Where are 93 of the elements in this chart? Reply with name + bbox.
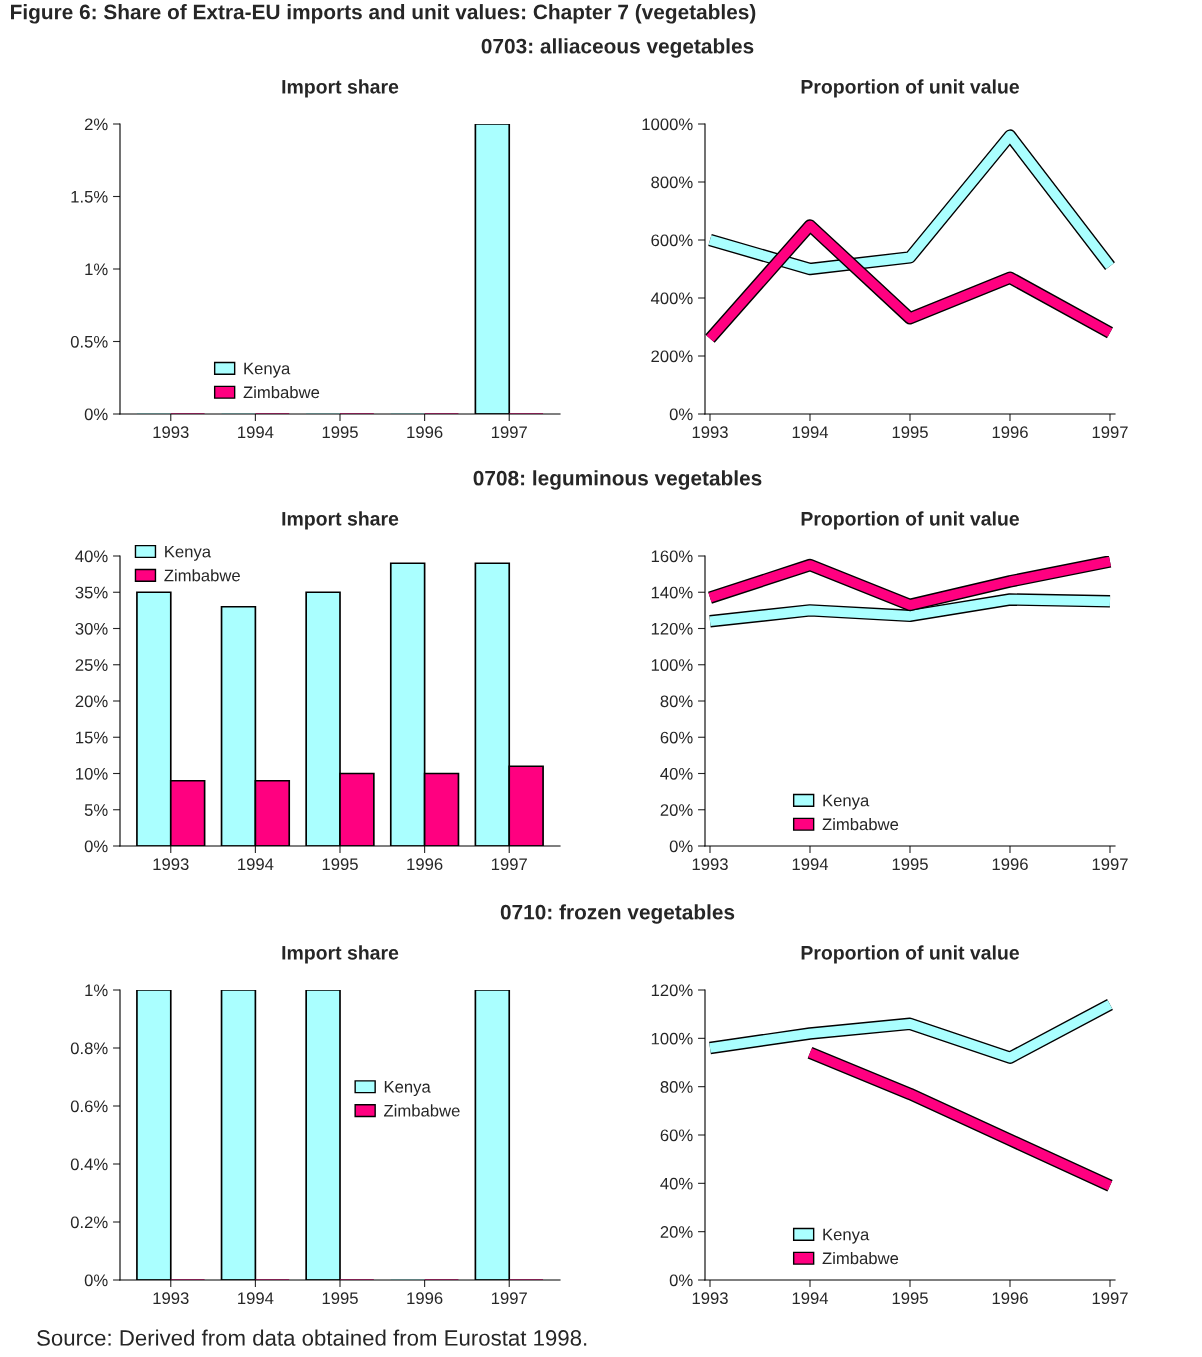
x-tick-label: 1997	[1092, 1292, 1128, 1305]
x-tick-label: 1996	[992, 1292, 1028, 1305]
y-tick-label: 2%	[84, 118, 108, 131]
y-tick-label: 20%	[75, 695, 108, 708]
y-tick-label: 0%	[84, 408, 108, 421]
x-tick-label: 1994	[792, 426, 829, 439]
y-tick-label: 60%	[660, 731, 693, 744]
y-tick-label: 1%	[85, 263, 108, 276]
x-tick-label: 1997	[491, 858, 527, 871]
x-tick-label: 1994	[238, 858, 274, 871]
x-tick-label: 1996	[407, 1292, 443, 1305]
legend-label: Zimbabwe	[384, 1104, 460, 1117]
x-tick-label: 1993	[153, 858, 189, 871]
chart-subtitle: Proportion of unit value	[801, 511, 1019, 530]
legend-label: Zimbabwe	[822, 1252, 899, 1265]
legend-label: Kenya	[244, 362, 291, 378]
x-tick-label: 1994	[792, 858, 829, 871]
y-tick-label: 20%	[660, 804, 693, 816]
x-tick-label: 1997	[491, 1292, 527, 1305]
y-tick-label: 25%	[75, 659, 108, 671]
y-tick-label: 30%	[75, 622, 108, 635]
text: 0710: frozen vegetables	[500, 904, 735, 924]
y-tick-label: 0.8%	[70, 1042, 108, 1055]
y-tick-label: 0.4%	[70, 1158, 108, 1171]
legend-label: Kenya	[165, 545, 212, 561]
y-tick-label: 40%	[75, 550, 108, 563]
x-tick-label: 1996	[992, 858, 1028, 871]
y-tick-label: 800%	[651, 176, 693, 189]
y-tick-label: 35%	[75, 586, 108, 599]
chart-subtitle: Proportion of unit value	[801, 945, 1019, 964]
text: 0708: leguminous vegetables	[473, 470, 762, 490]
chart-subtitle: Import share	[282, 945, 399, 964]
y-tick-label: 0.5%	[70, 335, 108, 348]
caption: Figure 6: Share of Extra-EU imports and unit values: Chapter 7 (vegetables)	[11, 4, 756, 24]
y-tick-label: 20%	[660, 1226, 693, 1238]
y-tick-label: 40%	[660, 767, 693, 780]
x-tick-label: 1994	[238, 1292, 274, 1305]
y-tick-label: 0%	[669, 840, 693, 853]
y-tick-label: 1000%	[642, 118, 693, 131]
x-tick-label: 1995	[892, 426, 928, 439]
x-tick-label: 1995	[322, 426, 358, 439]
x-tick-label: 1997	[1092, 426, 1128, 439]
x-tick-label: 1997	[1092, 858, 1128, 871]
x-tick-label: 1993	[153, 1292, 189, 1305]
x-tick-label: 1995	[322, 1292, 358, 1305]
y-tick-label: 140%	[651, 586, 693, 599]
x-tick-label: 1993	[692, 426, 728, 439]
x-tick-label: 1994	[792, 1292, 829, 1305]
y-tick-label: 0%	[84, 1274, 108, 1287]
source-note: Source: Derived from data obtained from Eurostat 1998.	[37, 1329, 587, 1346]
y-tick-label: 1.5%	[71, 190, 108, 203]
legend-label: Kenya	[384, 1081, 431, 1097]
x-tick-label: 1995	[322, 858, 358, 871]
y-tick-label: 160%	[651, 550, 693, 563]
chart-subtitle: Import share	[282, 511, 399, 530]
y-tick-label: 100%	[651, 659, 693, 671]
legend-label: Zimbabwe	[243, 386, 320, 399]
y-tick-label: 10%	[76, 767, 108, 780]
legend-label: Kenya	[823, 794, 870, 810]
y-tick-label: 5%	[84, 804, 108, 816]
x-tick-label: 1997	[491, 426, 527, 439]
x-tick-label: 1995	[892, 858, 928, 871]
legend-label: Kenya	[823, 1228, 870, 1244]
y-tick-label: 1%	[85, 984, 108, 997]
legend-label: Zimbabwe	[822, 818, 899, 831]
y-tick-label: 0.6%	[70, 1100, 108, 1113]
y-tick-label: 40%	[660, 1177, 693, 1190]
y-tick-label: 400%	[650, 292, 693, 305]
x-tick-label: 1993	[153, 426, 189, 439]
y-tick-label: 0%	[84, 840, 108, 853]
y-tick-label: 120%	[651, 984, 693, 997]
text: 0703: alliaceous vegetables	[481, 38, 754, 58]
y-tick-label: 120%	[651, 622, 693, 635]
y-tick-label: 60%	[660, 1129, 693, 1142]
y-tick-label: 80%	[660, 1081, 693, 1093]
y-tick-label: 600%	[651, 234, 693, 247]
y-tick-label: 0%	[669, 1274, 693, 1287]
y-tick-label: 0.2%	[70, 1216, 108, 1229]
x-tick-label: 1996	[407, 426, 443, 439]
x-tick-label: 1995	[892, 1292, 928, 1305]
y-tick-label: 15%	[76, 731, 108, 744]
x-tick-label: 1996	[992, 426, 1028, 439]
y-tick-label: 100%	[651, 1032, 693, 1045]
chart-subtitle: Proportion of unit value	[801, 79, 1019, 98]
x-tick-label: 1993	[692, 1292, 728, 1305]
chart-subtitle: Import share	[282, 79, 399, 98]
x-tick-label: 1996	[407, 858, 443, 871]
y-tick-label: 200%	[651, 350, 693, 363]
y-tick-label: 0%	[669, 408, 693, 421]
x-tick-label: 1993	[692, 858, 728, 871]
y-tick-label: 80%	[660, 695, 693, 708]
legend-label: Zimbabwe	[164, 569, 240, 582]
x-tick-label: 1994	[238, 426, 274, 439]
